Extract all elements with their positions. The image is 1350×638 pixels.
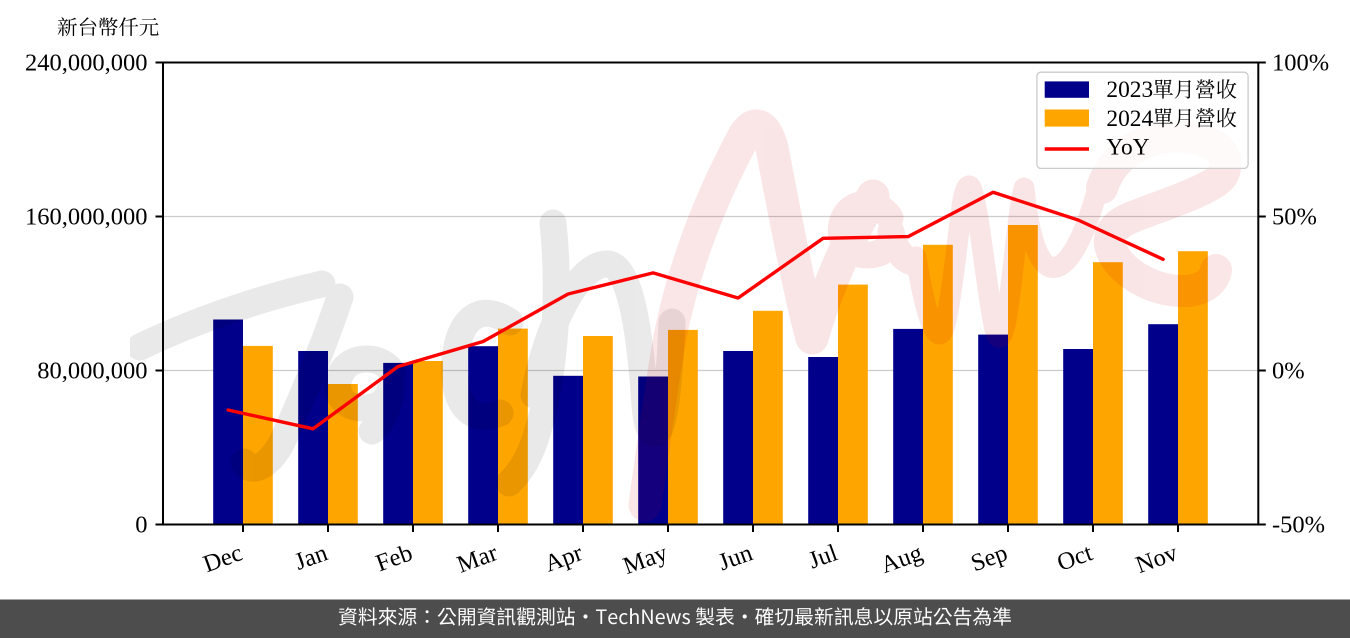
svg-text:Nov: Nov <box>1132 539 1182 579</box>
svg-text:Jan: Jan <box>291 539 331 576</box>
svg-text:160,000,000: 160,000,000 <box>25 204 148 231</box>
svg-text:Aug: Aug <box>877 539 926 579</box>
svg-text:80,000,000: 80,000,000 <box>37 358 147 385</box>
svg-text:Apr: Apr <box>541 539 586 577</box>
svg-text:Jun: Jun <box>715 539 756 576</box>
svg-text:Feb: Feb <box>372 539 416 577</box>
svg-text:0: 0 <box>135 512 147 539</box>
svg-text:100%: 100% <box>1272 50 1329 77</box>
svg-text:2023: 2023 <box>1106 77 1153 103</box>
svg-text:240,000,000: 240,000,000 <box>25 50 148 77</box>
svg-text:Sep: Sep <box>967 539 1011 577</box>
svg-text:Oct: Oct <box>1054 539 1097 577</box>
svg-text:May: May <box>620 539 672 580</box>
svg-text:2024: 2024 <box>1106 106 1153 132</box>
svg-text:Jul: Jul <box>805 539 841 574</box>
svg-text:50%: 50% <box>1272 204 1317 231</box>
svg-text:YoY: YoY <box>1106 135 1149 161</box>
svg-text:-50%: -50% <box>1272 512 1325 539</box>
svg-text:Dec: Dec <box>200 539 246 578</box>
svg-text:Mar: Mar <box>453 539 501 578</box>
svg-text:0%: 0% <box>1272 358 1305 385</box>
